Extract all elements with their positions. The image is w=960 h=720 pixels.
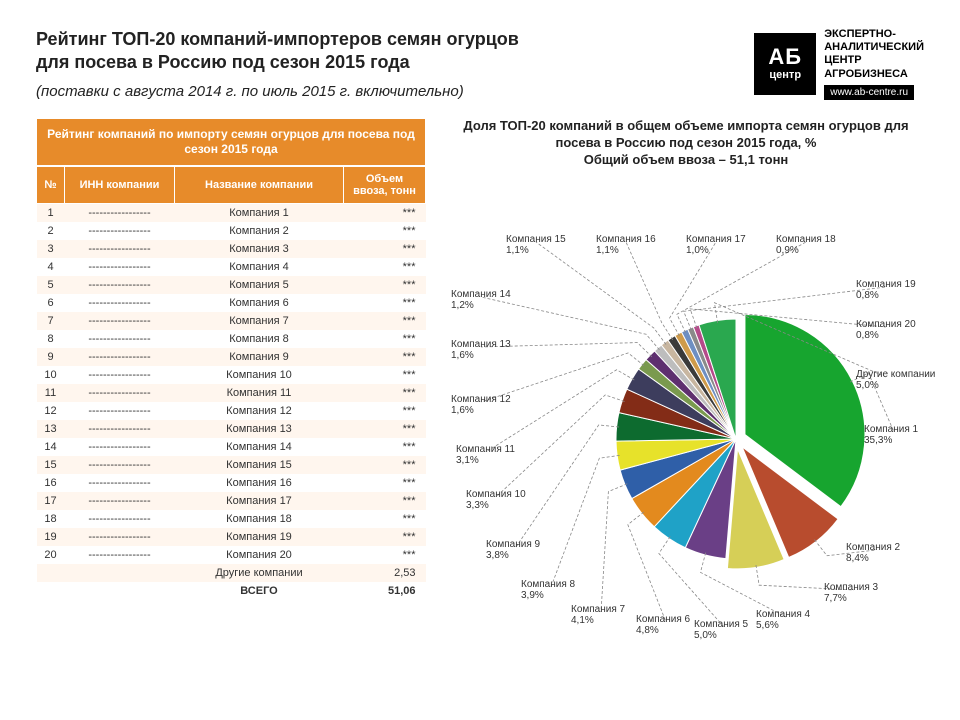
pie-label: Компания 83,9% xyxy=(521,579,575,602)
pie-label: Компания 45,6% xyxy=(756,609,810,632)
page-title: Рейтинг ТОП-20 компаний-импортеров семян… xyxy=(36,28,556,73)
pie-label: Компания 74,1% xyxy=(571,604,625,627)
table-row: 9-----------------Компания 9*** xyxy=(37,348,426,366)
pie-label: Компания 37,7% xyxy=(824,582,878,605)
table-row: 8-----------------Компания 8*** xyxy=(37,330,426,348)
logo-ab: АБ xyxy=(768,46,802,68)
logo-text: ЭКСПЕРТНО-АНАЛИТИЧЕСКИЙЦЕНТРАГРОБИЗНЕСА xyxy=(824,28,924,81)
table-row: 5-----------------Компания 5*** xyxy=(37,276,426,294)
pie-label: Компания 103,3% xyxy=(466,489,526,512)
table: № ИНН компании Название компании Объем в… xyxy=(36,166,426,600)
table-row: 11-----------------Компания 11*** xyxy=(37,384,426,402)
table-row: 3-----------------Компания 3*** xyxy=(37,240,426,258)
leader-line xyxy=(496,395,625,497)
table-row: 2-----------------Компания 2*** xyxy=(37,222,426,240)
pie-label: Компания 141,2% xyxy=(451,289,511,312)
logo-mark: АБ центр xyxy=(754,33,816,95)
table-title: Рейтинг компаний по импорту семян огурцо… xyxy=(36,118,426,166)
table-row: 16-----------------Компания 16*** xyxy=(37,474,426,492)
table-row: 10-----------------Компания 10*** xyxy=(37,366,426,384)
table-row: 17-----------------Компания 17*** xyxy=(37,492,426,510)
table-row-other: Другие компании2,53 xyxy=(37,564,426,582)
table-row: 18-----------------Компания 18*** xyxy=(37,510,426,528)
ranking-table: Рейтинг компаний по импорту семян огурцо… xyxy=(36,118,426,649)
pie-label: Компания 131,6% xyxy=(451,339,511,362)
table-row: 20-----------------Компания 20*** xyxy=(37,546,426,564)
pie-label: Компания 151,1% xyxy=(506,234,566,257)
pie-label: Компания 113,1% xyxy=(456,444,515,467)
table-row: 1-----------------Компания 1*** xyxy=(37,204,426,223)
pie-label: Компания 180,9% xyxy=(776,234,836,257)
pie-title: Доля ТОП-20 компаний в общем объеме импо… xyxy=(446,118,926,169)
leader-line xyxy=(536,242,666,344)
table-row: 4-----------------Компания 4*** xyxy=(37,258,426,276)
leader-line xyxy=(601,483,627,611)
leader-line xyxy=(516,425,619,547)
header: Рейтинг ТОП-20 компаний-импортеров семян… xyxy=(36,28,924,100)
table-row: 13-----------------Компания 13*** xyxy=(37,420,426,438)
pie-label: Другие компании5,0% xyxy=(856,369,935,392)
pie-label: Компания 93,8% xyxy=(486,539,540,562)
pie-label: Компания 64,8% xyxy=(636,614,690,637)
table-row-total: ВСЕГО51,06 xyxy=(37,582,426,600)
pie-label: Компания 171,0% xyxy=(686,234,746,257)
pie-label: Компания 55,0% xyxy=(694,619,748,642)
table-row: 6-----------------Компания 6*** xyxy=(37,294,426,312)
pie-label: Компания 121,6% xyxy=(451,394,511,417)
table-row: 19-----------------Компания 19*** xyxy=(37,528,426,546)
table-row: 12-----------------Компания 12*** xyxy=(37,402,426,420)
col-num: № xyxy=(37,167,65,204)
table-row: 14-----------------Компания 14*** xyxy=(37,438,426,456)
col-inn: ИНН компании xyxy=(65,167,175,204)
table-row: 7-----------------Компания 7*** xyxy=(37,312,426,330)
page-subtitle: (поставки с августа 2014 г. по июль 2015… xyxy=(36,83,556,100)
logo: АБ центр ЭКСПЕРТНО-АНАЛИТИЧЕСКИЙЦЕНТРАГР… xyxy=(754,28,924,100)
col-name: Название компании xyxy=(175,167,344,204)
logo-center: центр xyxy=(769,70,801,81)
leader-line xyxy=(551,455,620,587)
pie-chart: Компания 135,3% Компания 28,4% Компания 37… xyxy=(446,179,926,649)
table-row: 15-----------------Компания 15*** xyxy=(37,456,426,474)
col-ton: Объем ввоза, тонн xyxy=(344,167,426,204)
pie-label: Компания 161,1% xyxy=(596,234,656,257)
pie-label: Компания 200,8% xyxy=(856,319,916,342)
pie-label: Компания 190,8% xyxy=(856,279,916,302)
logo-url: www.ab-centre.ru xyxy=(824,85,914,100)
pie-label: Компания 135,3% xyxy=(864,424,918,447)
pie-label: Компания 28,4% xyxy=(846,542,900,565)
